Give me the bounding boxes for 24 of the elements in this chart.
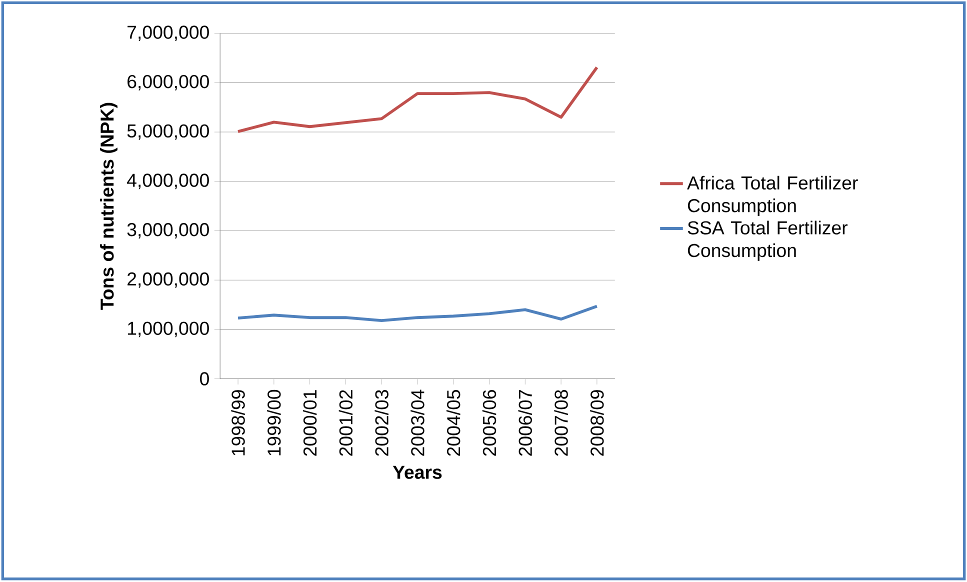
y-tick-label: 1,000,000: [128, 322, 209, 338]
x-tick-label: 2007/08: [554, 390, 568, 456]
y-tick-label: 3,000,000: [127, 223, 209, 239]
legend-label: SSA Total Fertilizer Consumption: [688, 220, 848, 262]
x-tick-label: 2000/01: [302, 390, 317, 456]
x-tick-label: 2008/09: [590, 390, 604, 456]
y-tick-label: 6,000,000: [128, 75, 209, 91]
x-tick-label: 1998/99: [231, 390, 245, 456]
x-tick-label: 2006/07: [518, 390, 532, 456]
legend-label: Africa Total Fertilizer Consumption: [687, 176, 858, 216]
x-tick-label: 2002/03: [374, 390, 388, 456]
x-tick-label: 2004/05: [446, 390, 460, 456]
x-tick-label: 2001/02: [338, 390, 353, 456]
x-tick-label: 1999/00: [267, 390, 281, 456]
y-tick-label: 0: [200, 372, 209, 386]
x-tick-label: 2005/06: [482, 390, 496, 456]
y-tick-label: 5,000,000: [127, 124, 209, 140]
y-tick-label: 4,000,000: [127, 174, 209, 190]
y-tick-label: 7,000,000: [128, 26, 209, 42]
y-axis-title: Tons of nutrients (NPK): [100, 103, 118, 310]
y-tick-label: 2,000,000: [128, 272, 209, 288]
x-axis-title: Years: [392, 466, 442, 480]
x-tick-label: 2003/04: [410, 390, 424, 456]
line-series: [236, 305, 598, 322]
